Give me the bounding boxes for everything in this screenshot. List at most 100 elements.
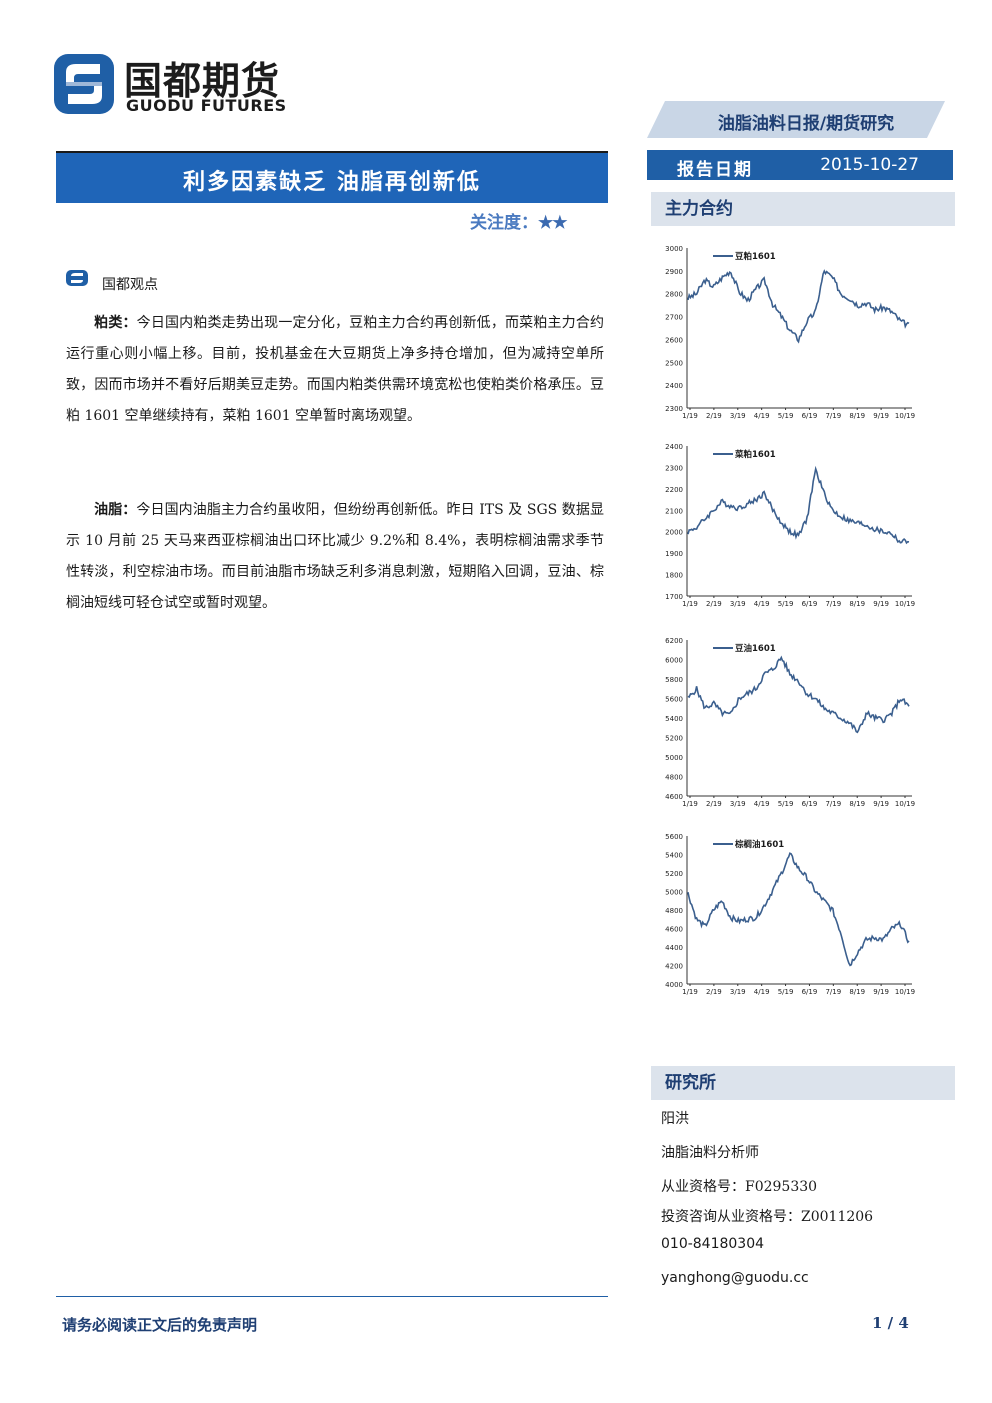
meal-paragraph: 粕类：今日国内粕类走势出现一定分化，豆粕主力合约再创新低，而菜粕主力合约运行重心… xyxy=(66,308,604,432)
x-tick-label: 2/19 xyxy=(706,800,722,808)
x-tick-label: 5/19 xyxy=(778,800,794,808)
section-bullet-icon xyxy=(66,270,88,286)
y-tick-label: 3000 xyxy=(665,245,683,253)
x-tick-label: 5/19 xyxy=(778,412,794,420)
x-tick-label: 10/19 xyxy=(895,412,915,420)
y-tick-label: 5600 xyxy=(665,833,683,841)
institute-heading: 研究所 xyxy=(651,1066,955,1100)
x-tick-label: 2/19 xyxy=(706,412,722,420)
legend-label: 棕榈油1601 xyxy=(734,839,784,850)
x-tick-label: 8/19 xyxy=(849,988,865,996)
y-tick-label: 1900 xyxy=(665,550,683,558)
x-tick-label: 10/19 xyxy=(895,800,915,808)
series-line xyxy=(687,655,910,734)
x-tick-label: 3/19 xyxy=(730,412,746,420)
x-tick-label: 6/19 xyxy=(802,412,818,420)
x-tick-label: 5/19 xyxy=(778,600,794,608)
y-tick-label: 2300 xyxy=(665,464,683,472)
y-tick-label: 5200 xyxy=(665,735,683,743)
series-line xyxy=(687,465,910,545)
x-tick-label: 7/19 xyxy=(825,600,841,608)
license-number: 从业资格号：F0295330 xyxy=(661,1179,818,1195)
logo-mark-icon xyxy=(54,54,114,114)
x-tick-label: 7/19 xyxy=(825,988,841,996)
footer-rule xyxy=(56,1296,608,1297)
chart-palm-oil: 5600 5400 5200 5000 4800 4600 4400 4200 40001/19… xyxy=(665,833,915,996)
title-bar: 利多因素缺乏 油脂再创新低 xyxy=(56,153,608,203)
y-tick-label: 4400 xyxy=(665,944,683,952)
view-heading: 国都观点 xyxy=(102,277,158,293)
y-tick-label: 2100 xyxy=(665,507,683,515)
y-tick-label: 6200 xyxy=(665,637,683,645)
analyst-phone: 010-84180304 xyxy=(661,1236,765,1252)
x-tick-label: 6/19 xyxy=(802,800,818,808)
x-tick-label: 2/19 xyxy=(706,600,722,608)
x-tick-label: 9/19 xyxy=(873,600,889,608)
attention-rating: 关注度：★★ xyxy=(470,208,568,233)
x-tick-label: 5/19 xyxy=(778,988,794,996)
series-line xyxy=(687,852,910,967)
legend-label: 豆粕1601 xyxy=(735,251,776,262)
x-tick-label: 9/19 xyxy=(873,412,889,420)
report-date-bar: 报告日期 2015-10-27 xyxy=(647,150,953,180)
x-tick-label: 7/19 xyxy=(825,412,841,420)
y-tick-label: 4200 xyxy=(665,963,683,971)
y-tick-label: 2900 xyxy=(665,268,683,276)
x-tick-label: 1/19 xyxy=(682,600,698,608)
x-tick-label: 8/19 xyxy=(849,800,865,808)
y-tick-label: 2400 xyxy=(665,443,683,451)
page-number: 1 / 4 xyxy=(872,1314,909,1332)
y-tick-label: 2500 xyxy=(665,359,683,367)
y-tick-label: 2000 xyxy=(665,529,683,537)
main-contracts-heading: 主力合约 xyxy=(651,192,955,226)
logo-text-cn: 国都期货 xyxy=(124,59,281,103)
title-rule xyxy=(56,151,608,153)
company-logo: 国都期货 GUODU FUTURES xyxy=(52,52,292,118)
x-tick-label: 3/19 xyxy=(730,988,746,996)
x-tick-label: 9/19 xyxy=(873,800,889,808)
report-date-label: 报告日期 xyxy=(677,160,753,180)
y-tick-label: 4600 xyxy=(665,793,683,801)
y-tick-label: 2300 xyxy=(665,405,683,413)
y-tick-label: 1800 xyxy=(665,572,683,580)
y-tick-label: 2700 xyxy=(665,314,683,322)
disclaimer-note: 请务必阅读正文后的免责声明 xyxy=(62,1316,258,1334)
chart-soy-oil: 6200 6000 5800 5600 5400 5200 5000 4800 46001/19… xyxy=(665,637,915,808)
attention-stars-icon: ★★ xyxy=(538,213,568,233)
x-tick-label: 3/19 xyxy=(730,600,746,608)
logo-text-en: GUODU FUTURES xyxy=(126,96,287,115)
y-tick-label: 6000 xyxy=(665,657,683,665)
y-tick-label: 2800 xyxy=(665,291,683,299)
y-tick-label: 4800 xyxy=(665,907,683,915)
x-tick-label: 4/19 xyxy=(754,988,770,996)
y-tick-label: 4800 xyxy=(665,774,683,782)
x-tick-label: 6/19 xyxy=(802,600,818,608)
y-tick-label: 5400 xyxy=(665,715,683,723)
consult-license-number: 投资咨询从业资格号：Z0011206 xyxy=(661,1209,874,1225)
y-tick-label: 5600 xyxy=(665,696,683,704)
x-tick-label: 8/19 xyxy=(849,412,865,420)
x-tick-label: 2/19 xyxy=(706,988,722,996)
analyst-email[interactable]: yanghong@guodu.cc xyxy=(661,1270,809,1286)
report-type-banner: 油脂油料日报/期货研究 xyxy=(647,101,945,138)
x-tick-label: 1/19 xyxy=(682,412,698,420)
x-tick-label: 10/19 xyxy=(895,988,915,996)
x-tick-label: 3/19 xyxy=(730,800,746,808)
legend-label: 菜粕1601 xyxy=(734,449,776,460)
analyst-title: 油脂油料分析师 xyxy=(661,1145,759,1161)
report-type-label: 油脂油料日报/期货研究 xyxy=(717,114,895,134)
y-tick-label: 4600 xyxy=(665,926,683,934)
y-tick-label: 2600 xyxy=(665,336,683,344)
meal-text: 今日国内粕类走势出现一定分化，豆粕主力合约再创新低，而菜粕主力合约运行重心则小幅… xyxy=(66,315,605,424)
series-line xyxy=(687,269,910,344)
y-tick-label: 1700 xyxy=(665,593,683,601)
banner-shape xyxy=(647,101,945,138)
oil-label: 油脂： xyxy=(94,502,137,518)
x-tick-label: 1/19 xyxy=(682,988,698,996)
y-tick-label: 5000 xyxy=(665,889,683,897)
y-tick-label: 5800 xyxy=(665,676,683,684)
x-tick-label: 9/19 xyxy=(873,988,889,996)
x-tick-label: 4/19 xyxy=(754,600,770,608)
